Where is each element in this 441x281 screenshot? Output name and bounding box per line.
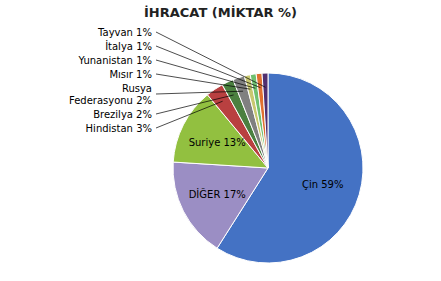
slice-label: Hindistan 3%: [86, 123, 152, 134]
leader-line: [156, 46, 260, 88]
slice-label: İtalya 1%: [105, 40, 152, 52]
slices: [173, 73, 363, 263]
slice-label: Brezilya 2%: [93, 109, 152, 120]
slice-label: Yunanistan 1%: [77, 55, 152, 66]
slice-label: Tayvan 1%: [97, 27, 152, 38]
chart-title: İHRACAT (MİKTAR %): [144, 5, 297, 20]
slice-label: Çin 59%: [302, 178, 344, 189]
pie-slice: [173, 162, 268, 248]
slice-label: Suriye 13%: [189, 137, 246, 148]
leader-line: [156, 95, 234, 114]
labels: Çin 59% DİĞER 17% Suriye 13% Tayvan 1% İtaly…: [69, 27, 344, 200]
slice-label: RusyaFederasyonu 2%: [69, 83, 152, 106]
chart: İHRACAT (MİKTAR %) Çin 59% DİĞER 17% Suriye…: [0, 0, 441, 281]
leader-line: [156, 32, 265, 87]
slice-label: DİĞER 17%: [189, 187, 246, 199]
leader-line: [156, 101, 223, 128]
leader-line: [156, 74, 250, 89]
pie-slice: [256, 73, 268, 168]
leader-line: [156, 91, 243, 94]
slice-label: Mısır 1%: [109, 69, 152, 80]
leader-line: [156, 60, 255, 88]
